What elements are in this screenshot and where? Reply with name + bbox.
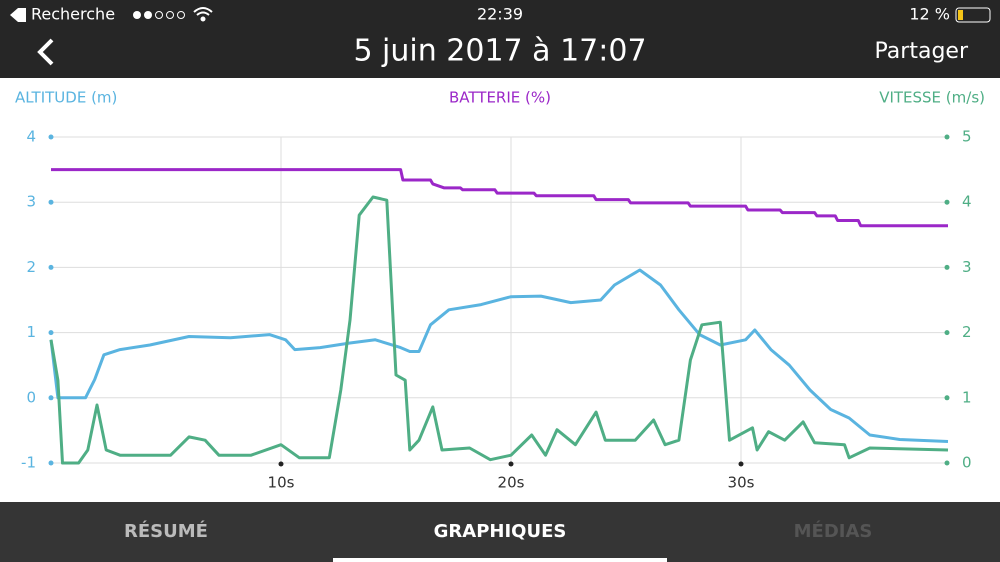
back-button[interactable] <box>37 38 54 66</box>
header-title: 5 juin 2017 à 17:07 <box>353 34 646 69</box>
y-tick-label: 3 <box>26 193 36 211</box>
battery-icon <box>955 7 991 23</box>
y-tick-dot <box>48 460 54 466</box>
y2-tick-dot <box>944 199 950 205</box>
series-line <box>49 268 949 443</box>
x-tick-label: 10s <box>268 474 295 492</box>
y2-tick-label: 0 <box>962 454 972 472</box>
y-axis-label: ALTITUDE (m) <box>15 89 117 107</box>
y2-tick-dot <box>944 330 950 336</box>
tab[interactable]: GRAPHIQUES <box>434 521 567 542</box>
y-tick-dot <box>48 330 54 336</box>
back-app-icon[interactable] <box>10 8 26 22</box>
y-tick-label: 2 <box>26 258 36 276</box>
y-tick-dot <box>48 264 54 270</box>
y2-tick-dot <box>944 264 950 270</box>
y2-tick-label: 3 <box>962 258 972 276</box>
y-tick-label: -1 <box>21 454 36 472</box>
x-tick-label: 30s <box>728 474 755 492</box>
x-tick-dot <box>738 461 744 467</box>
y-tick-label: 1 <box>26 323 36 341</box>
y2-tick-dot <box>944 134 950 140</box>
x-tick-dot <box>508 461 514 467</box>
clock: 22:39 <box>477 5 523 24</box>
tab-indicator <box>333 558 667 562</box>
y2-axis-label: VITESSE (m/s) <box>879 89 985 107</box>
y2-tick-label: 5 <box>962 128 972 146</box>
share-button[interactable]: Partager <box>875 39 969 64</box>
battery-level <box>958 10 963 20</box>
y-tick-label: 4 <box>26 128 36 146</box>
wifi <box>193 7 213 22</box>
center-label: BATTERIE (%) <box>449 89 551 107</box>
y2-tick-label: 2 <box>962 323 972 341</box>
tab[interactable]: MÉDIAS <box>794 520 873 542</box>
carrier: Recherche <box>31 5 115 24</box>
battery-text: 12 % <box>909 5 950 24</box>
tab-bar <box>0 502 1000 562</box>
series-line <box>49 195 949 465</box>
y-tick-dot <box>48 199 54 205</box>
y2-tick-label: 4 <box>962 193 972 211</box>
y2-tick-dot <box>944 395 950 401</box>
series-line <box>51 168 948 228</box>
y2-tick-dot <box>944 460 950 466</box>
x-tick-label: 20s <box>498 474 525 492</box>
x-tick-dot <box>278 461 284 467</box>
y-tick-dot <box>48 395 54 401</box>
signal <box>133 11 185 19</box>
y2-tick-label: 1 <box>962 388 972 406</box>
y-tick-label: 0 <box>26 388 36 406</box>
y-tick-dot <box>48 134 54 140</box>
tab[interactable]: RÉSUMÉ <box>124 520 208 542</box>
